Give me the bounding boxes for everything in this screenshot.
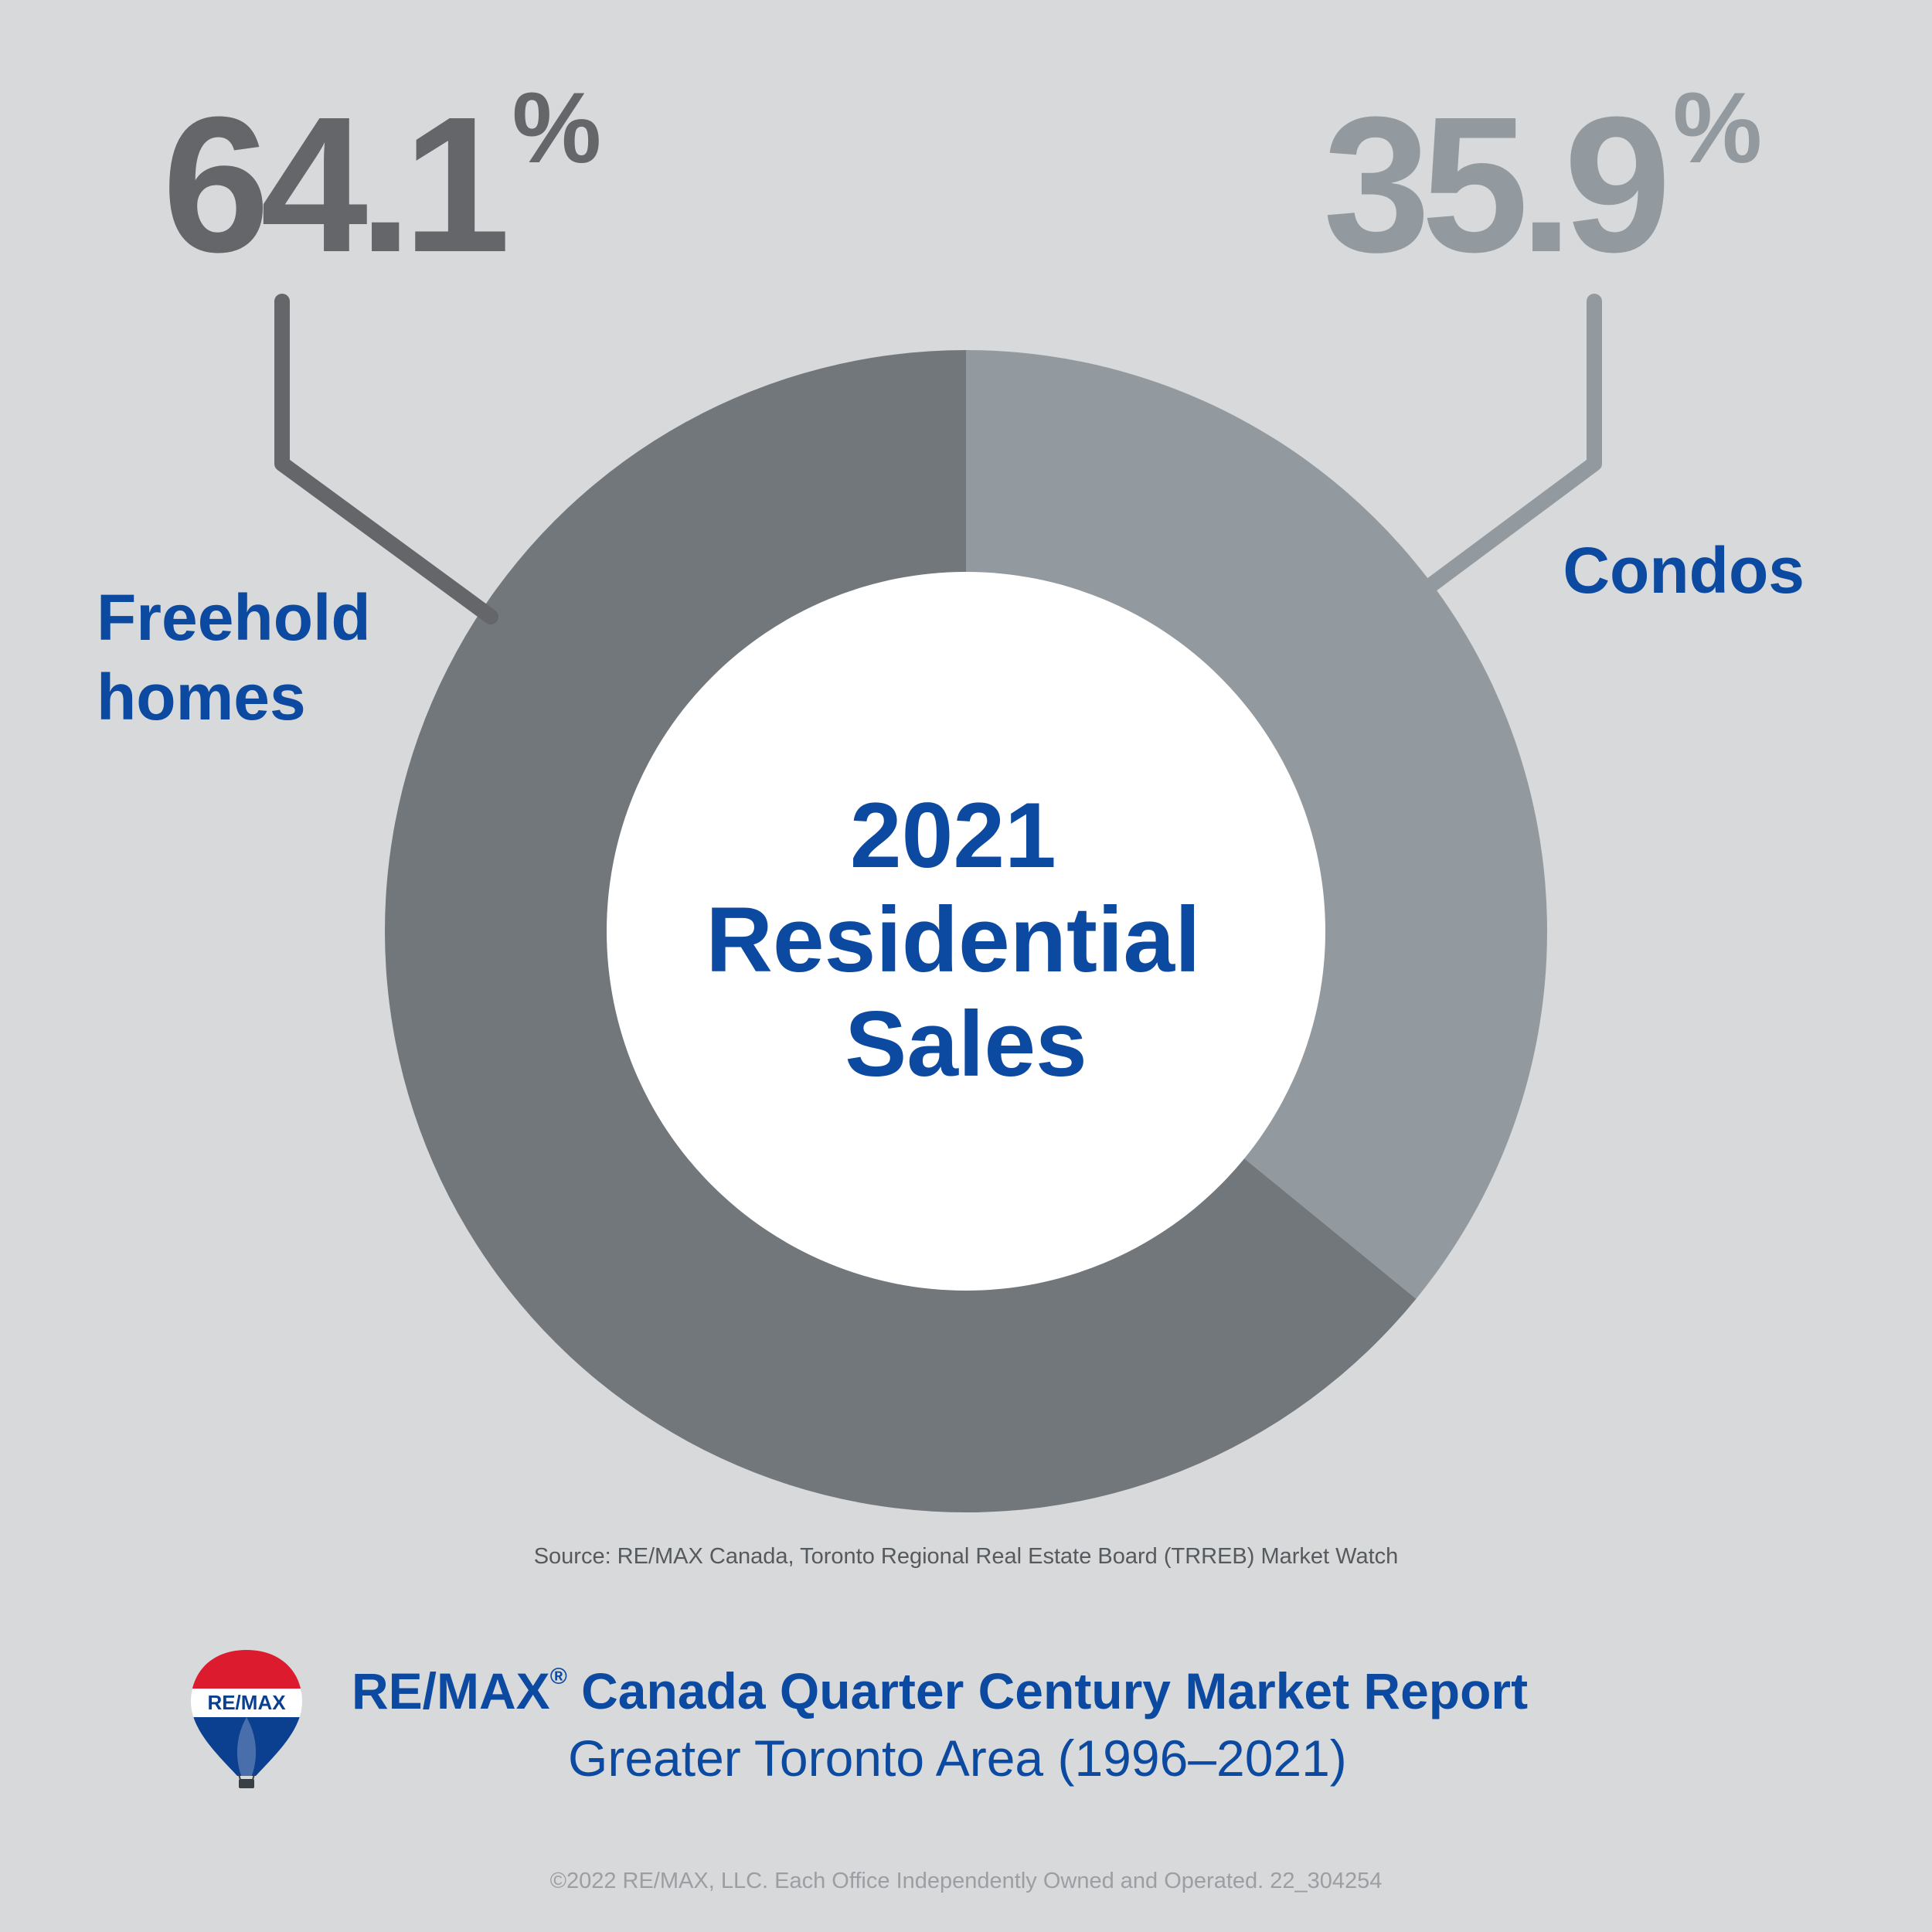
- registered-mark: ®: [549, 1664, 567, 1689]
- condos-label-line-1: Condos: [1563, 534, 1804, 607]
- freehold-leader-line: [274, 294, 498, 624]
- report-title-rest: Canada Quarter Century Market Report: [566, 1662, 1529, 1719]
- condos-leader-line: [1420, 294, 1602, 595]
- logo-text: RE/MAX: [207, 1691, 286, 1714]
- chart-title-line-1: 2021: [850, 784, 1056, 887]
- freehold-percentage-value: 64.1: [162, 77, 506, 292]
- report-title-brand: RE/MAX: [352, 1662, 550, 1719]
- freehold-percentage: 64.1%: [162, 71, 601, 292]
- condos-percent-sign: %: [1673, 71, 1763, 184]
- report-title: RE/MAX® Canada Quarter Century Market Re…: [352, 1662, 1528, 1720]
- chart-title: 2021 Residential Sales: [706, 784, 1226, 1096]
- balloon-logo-icon: RE/MAX: [191, 1650, 302, 1788]
- copyright-note: ©2022 RE/MAX, LLC. Each Office Independe…: [549, 1869, 1383, 1893]
- freehold-percent-sign: %: [512, 71, 602, 184]
- report-subtitle: Greater Toronto Area (1996–2021): [568, 1730, 1347, 1787]
- condos-percentage-value: 35.9: [1323, 77, 1665, 292]
- condos-percentage: 35.9%: [1323, 71, 1762, 292]
- chart-title-line-2: Residential: [706, 888, 1200, 992]
- donut-hole: [607, 572, 1325, 1291]
- source-note: Source: RE/MAX Canada, Toronto Regional …: [533, 1544, 1399, 1569]
- freehold-label: Freehold homes: [97, 581, 389, 733]
- freehold-label-line-2: homes: [97, 661, 306, 733]
- condos-label: Condos: [1563, 534, 1804, 607]
- freehold-label-line-1: Freehold: [97, 581, 371, 654]
- chart-title-line-3: Sales: [845, 992, 1087, 1096]
